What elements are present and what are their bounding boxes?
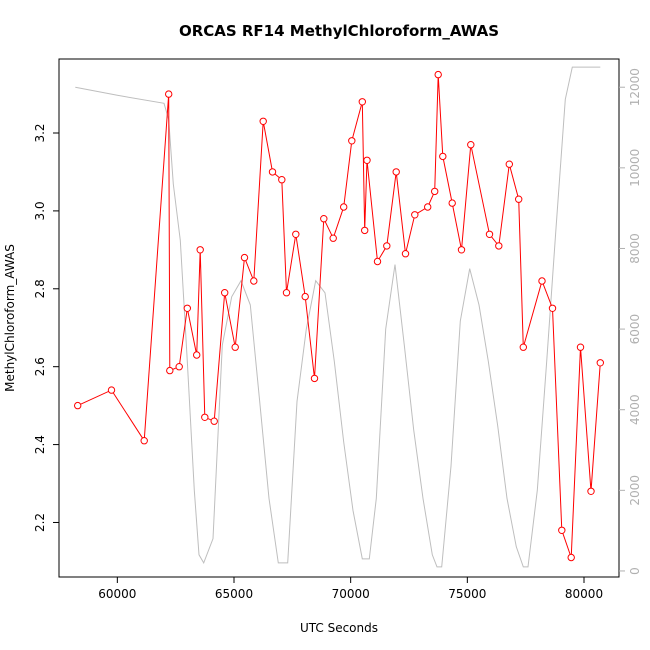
- data-point: [278, 176, 286, 184]
- data-point: [240, 253, 249, 262]
- y-tick-label: 2.6: [33, 357, 47, 376]
- x-axis: 60000 65000 70000 75000 80000: [98, 577, 603, 601]
- data-point: [107, 386, 116, 394]
- data-point: [457, 246, 466, 254]
- y2-tick-label: 6000: [628, 314, 642, 345]
- data-point: [166, 366, 174, 375]
- data-point: [175, 363, 183, 371]
- data-point: [596, 359, 604, 367]
- data-point: [392, 168, 400, 176]
- data-point: [301, 292, 309, 301]
- chart-title: ORCAS RF14 MethylChloroform_AWAS: [179, 22, 499, 40]
- data-point: [538, 277, 546, 285]
- y-tick-label: 2.2: [33, 513, 47, 532]
- x-tick-label: 80000: [565, 587, 603, 601]
- data-point: [587, 487, 595, 495]
- x-tick-label: 60000: [98, 587, 136, 601]
- y2-axis: 0 2000 4000 6000 8000 10000 12000: [619, 68, 642, 575]
- data-point: [434, 70, 442, 79]
- data-point: [361, 226, 369, 235]
- data-point: [411, 211, 419, 219]
- x-tick-label: 70000: [332, 587, 370, 601]
- x-axis-label: UTC Seconds: [300, 621, 378, 635]
- data-point: [250, 277, 258, 285]
- y2-tick-label: 8000: [628, 233, 642, 264]
- data-point: [358, 98, 366, 106]
- data-point: [495, 242, 503, 250]
- data-point: [548, 304, 557, 312]
- data-point: [268, 168, 277, 176]
- data-point: [221, 289, 229, 297]
- data-point: [196, 246, 204, 254]
- data-point: [431, 187, 439, 196]
- data-point: [320, 215, 328, 223]
- y2-tick-label: 4000: [628, 394, 642, 425]
- data-point: [231, 343, 239, 351]
- y-tick-label: 2.8: [33, 279, 47, 298]
- y-tick-label: 3.0: [33, 201, 47, 220]
- data-point: [519, 343, 527, 351]
- data-point: [448, 199, 456, 207]
- y-axis: 2.2 2.4 2.6 2.8 3.0 3.2: [33, 123, 59, 532]
- data-point: [576, 343, 585, 351]
- data-point: [363, 156, 371, 165]
- data-point: [310, 374, 319, 383]
- data-point: [74, 401, 82, 410]
- y2-tick-label: 10000: [628, 149, 642, 187]
- data-point: [165, 90, 173, 98]
- data-point: [373, 257, 382, 266]
- data-point: [424, 203, 432, 211]
- secondary-series-line: [75, 66, 601, 568]
- data-point: [485, 230, 494, 239]
- primary-series-line: [77, 74, 601, 558]
- data-point: [348, 137, 356, 145]
- secondary-series: [75, 66, 601, 568]
- data-point: [329, 234, 337, 242]
- data-point: [515, 195, 523, 203]
- y2-tick-label: 2000: [628, 475, 642, 506]
- plot-frame: [58, 58, 620, 578]
- data-point: [282, 289, 291, 297]
- data-point: [340, 203, 348, 211]
- data-point: [467, 141, 475, 149]
- data-point: [439, 152, 447, 161]
- data-point: [292, 230, 300, 239]
- data-point: [183, 304, 192, 312]
- y-tick-label: 2.4: [33, 435, 47, 454]
- data-point: [401, 250, 410, 258]
- data-point: [201, 413, 209, 421]
- x-tick-label: 65000: [215, 587, 253, 601]
- data-point: [140, 437, 148, 445]
- y-axis-label: MethylChloroform_AWAS: [3, 244, 17, 392]
- data-point: [259, 117, 267, 126]
- y2-tick-label: 12000: [628, 68, 642, 106]
- data-point: [193, 351, 201, 359]
- y2-tick-label: 0: [628, 567, 642, 575]
- data-point: [558, 526, 566, 534]
- y-tick-label: 3.2: [33, 123, 47, 142]
- data-point: [505, 160, 513, 168]
- data-point: [567, 553, 575, 562]
- data-point: [383, 242, 391, 250]
- x-tick-label: 75000: [448, 587, 486, 601]
- data-point: [210, 417, 218, 425]
- primary-series: [74, 70, 604, 562]
